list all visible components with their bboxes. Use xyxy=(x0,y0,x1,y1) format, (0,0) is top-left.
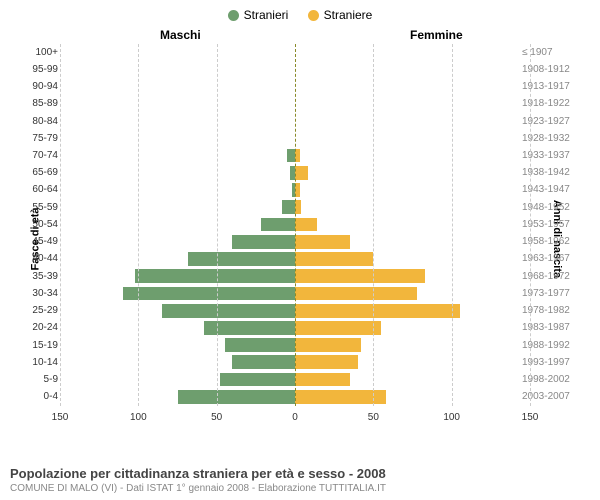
footer-title: Popolazione per cittadinanza straniera p… xyxy=(10,466,590,481)
age-label: 60-64 xyxy=(20,181,58,198)
xtick-label: 100 xyxy=(130,412,147,423)
bar-male xyxy=(204,321,295,335)
xtick-label: 0 xyxy=(292,412,298,423)
xtick-label: 100 xyxy=(443,412,460,423)
legend-female-swatch xyxy=(308,10,319,21)
age-label: 95-99 xyxy=(20,61,58,78)
header-male: Maschi xyxy=(160,28,201,42)
bar-female xyxy=(295,304,460,318)
legend-male-label: Stranieri xyxy=(244,8,289,22)
bar-male xyxy=(232,235,295,249)
bar-male xyxy=(123,287,295,301)
bar-female xyxy=(295,390,386,404)
bar-male xyxy=(287,149,295,163)
bar-female xyxy=(295,355,358,369)
gridline xyxy=(452,44,453,406)
gridline xyxy=(138,44,139,406)
legend-female-label: Straniere xyxy=(324,8,373,22)
bar-female xyxy=(295,166,308,180)
bar-male xyxy=(282,200,295,214)
age-label: 15-19 xyxy=(20,336,58,353)
bar-female xyxy=(295,338,361,352)
bar-female xyxy=(295,269,425,283)
bar-female xyxy=(295,287,417,301)
plot-area xyxy=(60,44,530,406)
column-headers: Maschi Femmine xyxy=(0,28,600,44)
age-label: 40-44 xyxy=(20,250,58,267)
age-label: 70-74 xyxy=(20,147,58,164)
bar-male xyxy=(261,218,295,232)
chart: Fasce di età Anni di nascita 100+≤ 19079… xyxy=(0,44,600,434)
bar-female xyxy=(295,252,373,266)
age-label: 65-69 xyxy=(20,164,58,181)
xtick-label: 50 xyxy=(211,412,222,423)
xtick-label: 50 xyxy=(368,412,379,423)
age-label: 90-94 xyxy=(20,78,58,95)
age-label: 5-9 xyxy=(20,371,58,388)
age-label: 55-59 xyxy=(20,199,58,216)
legend-male-swatch xyxy=(228,10,239,21)
bar-male xyxy=(178,390,296,404)
bar-male xyxy=(232,355,295,369)
chart-footer: Popolazione per cittadinanza straniera p… xyxy=(10,466,590,494)
center-line xyxy=(295,44,296,406)
bar-male xyxy=(162,304,295,318)
age-label: 45-49 xyxy=(20,233,58,250)
xtick-label: 150 xyxy=(522,412,539,423)
legend-female: Straniere xyxy=(308,8,373,22)
age-label: 0-4 xyxy=(20,388,58,405)
age-label: 35-39 xyxy=(20,268,58,285)
bar-female xyxy=(295,321,381,335)
x-axis: 15010050050100150 xyxy=(60,408,530,434)
footer-subtitle: COMUNE DI MALO (VI) - Dati ISTAT 1° genn… xyxy=(10,483,590,494)
gridline xyxy=(530,44,531,406)
age-label: 30-34 xyxy=(20,285,58,302)
legend-male: Stranieri xyxy=(228,8,289,22)
gridline xyxy=(60,44,61,406)
age-label: 75-79 xyxy=(20,130,58,147)
age-label: 25-29 xyxy=(20,302,58,319)
bar-male xyxy=(188,252,295,266)
bar-male xyxy=(225,338,296,352)
bar-female xyxy=(295,373,350,387)
gridline xyxy=(373,44,374,406)
age-label: 100+ xyxy=(20,44,58,61)
bar-female xyxy=(295,218,317,232)
age-label: 80-84 xyxy=(20,112,58,129)
age-label: 85-89 xyxy=(20,95,58,112)
bar-male xyxy=(135,269,295,283)
age-label: 10-14 xyxy=(20,354,58,371)
bar-female xyxy=(295,235,350,249)
age-label: 50-54 xyxy=(20,216,58,233)
header-female: Femmine xyxy=(410,28,463,42)
xtick-label: 150 xyxy=(52,412,69,423)
age-label: 20-24 xyxy=(20,319,58,336)
gridline xyxy=(217,44,218,406)
legend: Stranieri Straniere xyxy=(0,0,600,28)
bar-male xyxy=(220,373,295,387)
